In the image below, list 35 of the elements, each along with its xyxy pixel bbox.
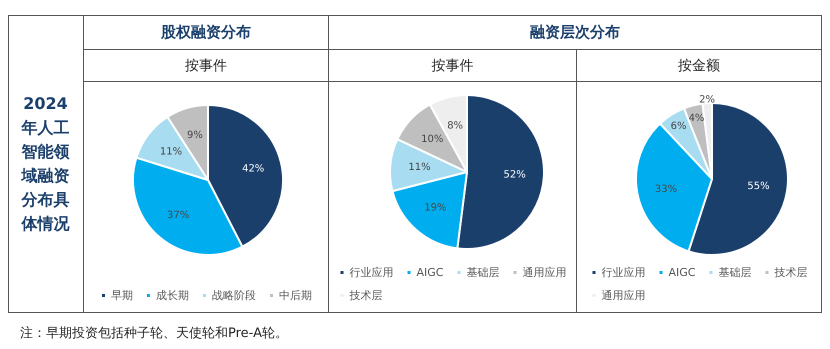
data-label: 11% — [160, 146, 182, 158]
legend-label: 技术层 — [348, 289, 383, 302]
data-label: 10% — [421, 134, 444, 145]
data-label: 52% — [504, 170, 526, 180]
legend-label: 行业应用 — [602, 266, 646, 279]
legend-label: 成长期 — [156, 289, 189, 302]
data-label: 37% — [166, 210, 190, 222]
legend-label: 通用应用 — [602, 289, 646, 302]
chart-subtitle: 按金额 — [577, 50, 821, 82]
data-label: 33% — [654, 184, 678, 195]
legend-label: AIGC — [668, 266, 696, 279]
legend-label: 行业应用 — [350, 266, 394, 279]
text: 注：早期投资包括种子轮、天使轮和Pre-A轮。 — [20, 325, 288, 342]
data-label: 4% — [688, 113, 704, 124]
legend-label: 基础层 — [718, 266, 752, 279]
data-label: 8% — [447, 120, 464, 132]
data-label: 42% — [242, 164, 264, 175]
legend-label: 技术层 — [773, 266, 808, 279]
chart-title: 融资层次分布 — [329, 15, 822, 50]
data-label: 19% — [424, 202, 447, 214]
legend-label: 通用应用 — [522, 266, 566, 279]
legend-label: 早期 — [111, 289, 133, 302]
chart-title: 股权融资分布 — [84, 15, 329, 50]
legend-label: 中后期 — [279, 289, 312, 302]
data-label: 2% — [699, 94, 715, 106]
data-label: 11% — [408, 162, 431, 174]
data-label: 6% — [670, 120, 687, 132]
chart-subtitle: 按事件 — [84, 50, 328, 82]
data-label: 55% — [747, 180, 770, 192]
data-label: 9% — [186, 130, 203, 141]
chart-subtitle: 按事件 — [329, 50, 576, 82]
text: 2024年人工智能领域融资分布具体情况 — [20, 93, 70, 235]
legend-label: 基础层 — [466, 266, 500, 279]
legend-label: 战略阶段 — [212, 289, 256, 302]
legend-label: AIGC — [416, 266, 444, 279]
